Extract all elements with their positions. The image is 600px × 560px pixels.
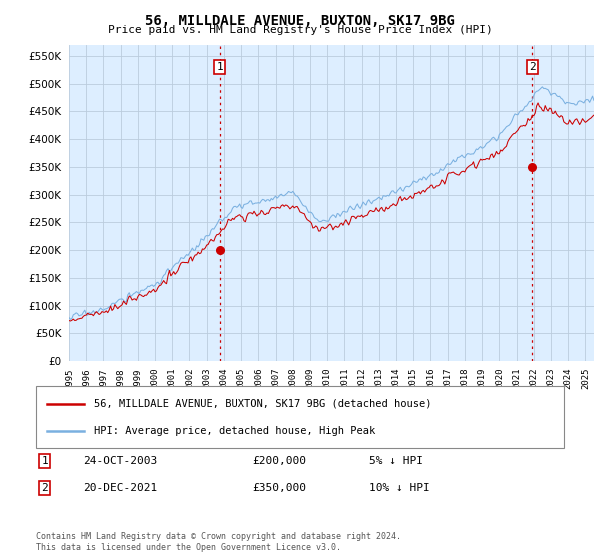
FancyBboxPatch shape	[36, 386, 564, 448]
Text: 2: 2	[529, 62, 536, 72]
Text: 2: 2	[41, 483, 48, 493]
Text: Price paid vs. HM Land Registry's House Price Index (HPI): Price paid vs. HM Land Registry's House …	[107, 25, 493, 35]
Text: HPI: Average price, detached house, High Peak: HPI: Average price, detached house, High…	[94, 426, 376, 436]
Text: 56, MILLDALE AVENUE, BUXTON, SK17 9BG (detached house): 56, MILLDALE AVENUE, BUXTON, SK17 9BG (d…	[94, 399, 431, 409]
Text: 5% ↓ HPI: 5% ↓ HPI	[368, 456, 422, 466]
Text: Contains HM Land Registry data © Crown copyright and database right 2024.
This d: Contains HM Land Registry data © Crown c…	[36, 532, 401, 552]
Text: 24-OCT-2003: 24-OCT-2003	[83, 456, 158, 466]
Text: 1: 1	[41, 456, 48, 466]
Text: 56, MILLDALE AVENUE, BUXTON, SK17 9BG: 56, MILLDALE AVENUE, BUXTON, SK17 9BG	[145, 14, 455, 28]
Point	[527, 162, 537, 171]
Text: 20-DEC-2021: 20-DEC-2021	[83, 483, 158, 493]
Text: 1: 1	[216, 62, 223, 72]
Point	[215, 246, 224, 255]
Text: 10% ↓ HPI: 10% ↓ HPI	[368, 483, 430, 493]
Text: £350,000: £350,000	[253, 483, 307, 493]
Text: £200,000: £200,000	[253, 456, 307, 466]
